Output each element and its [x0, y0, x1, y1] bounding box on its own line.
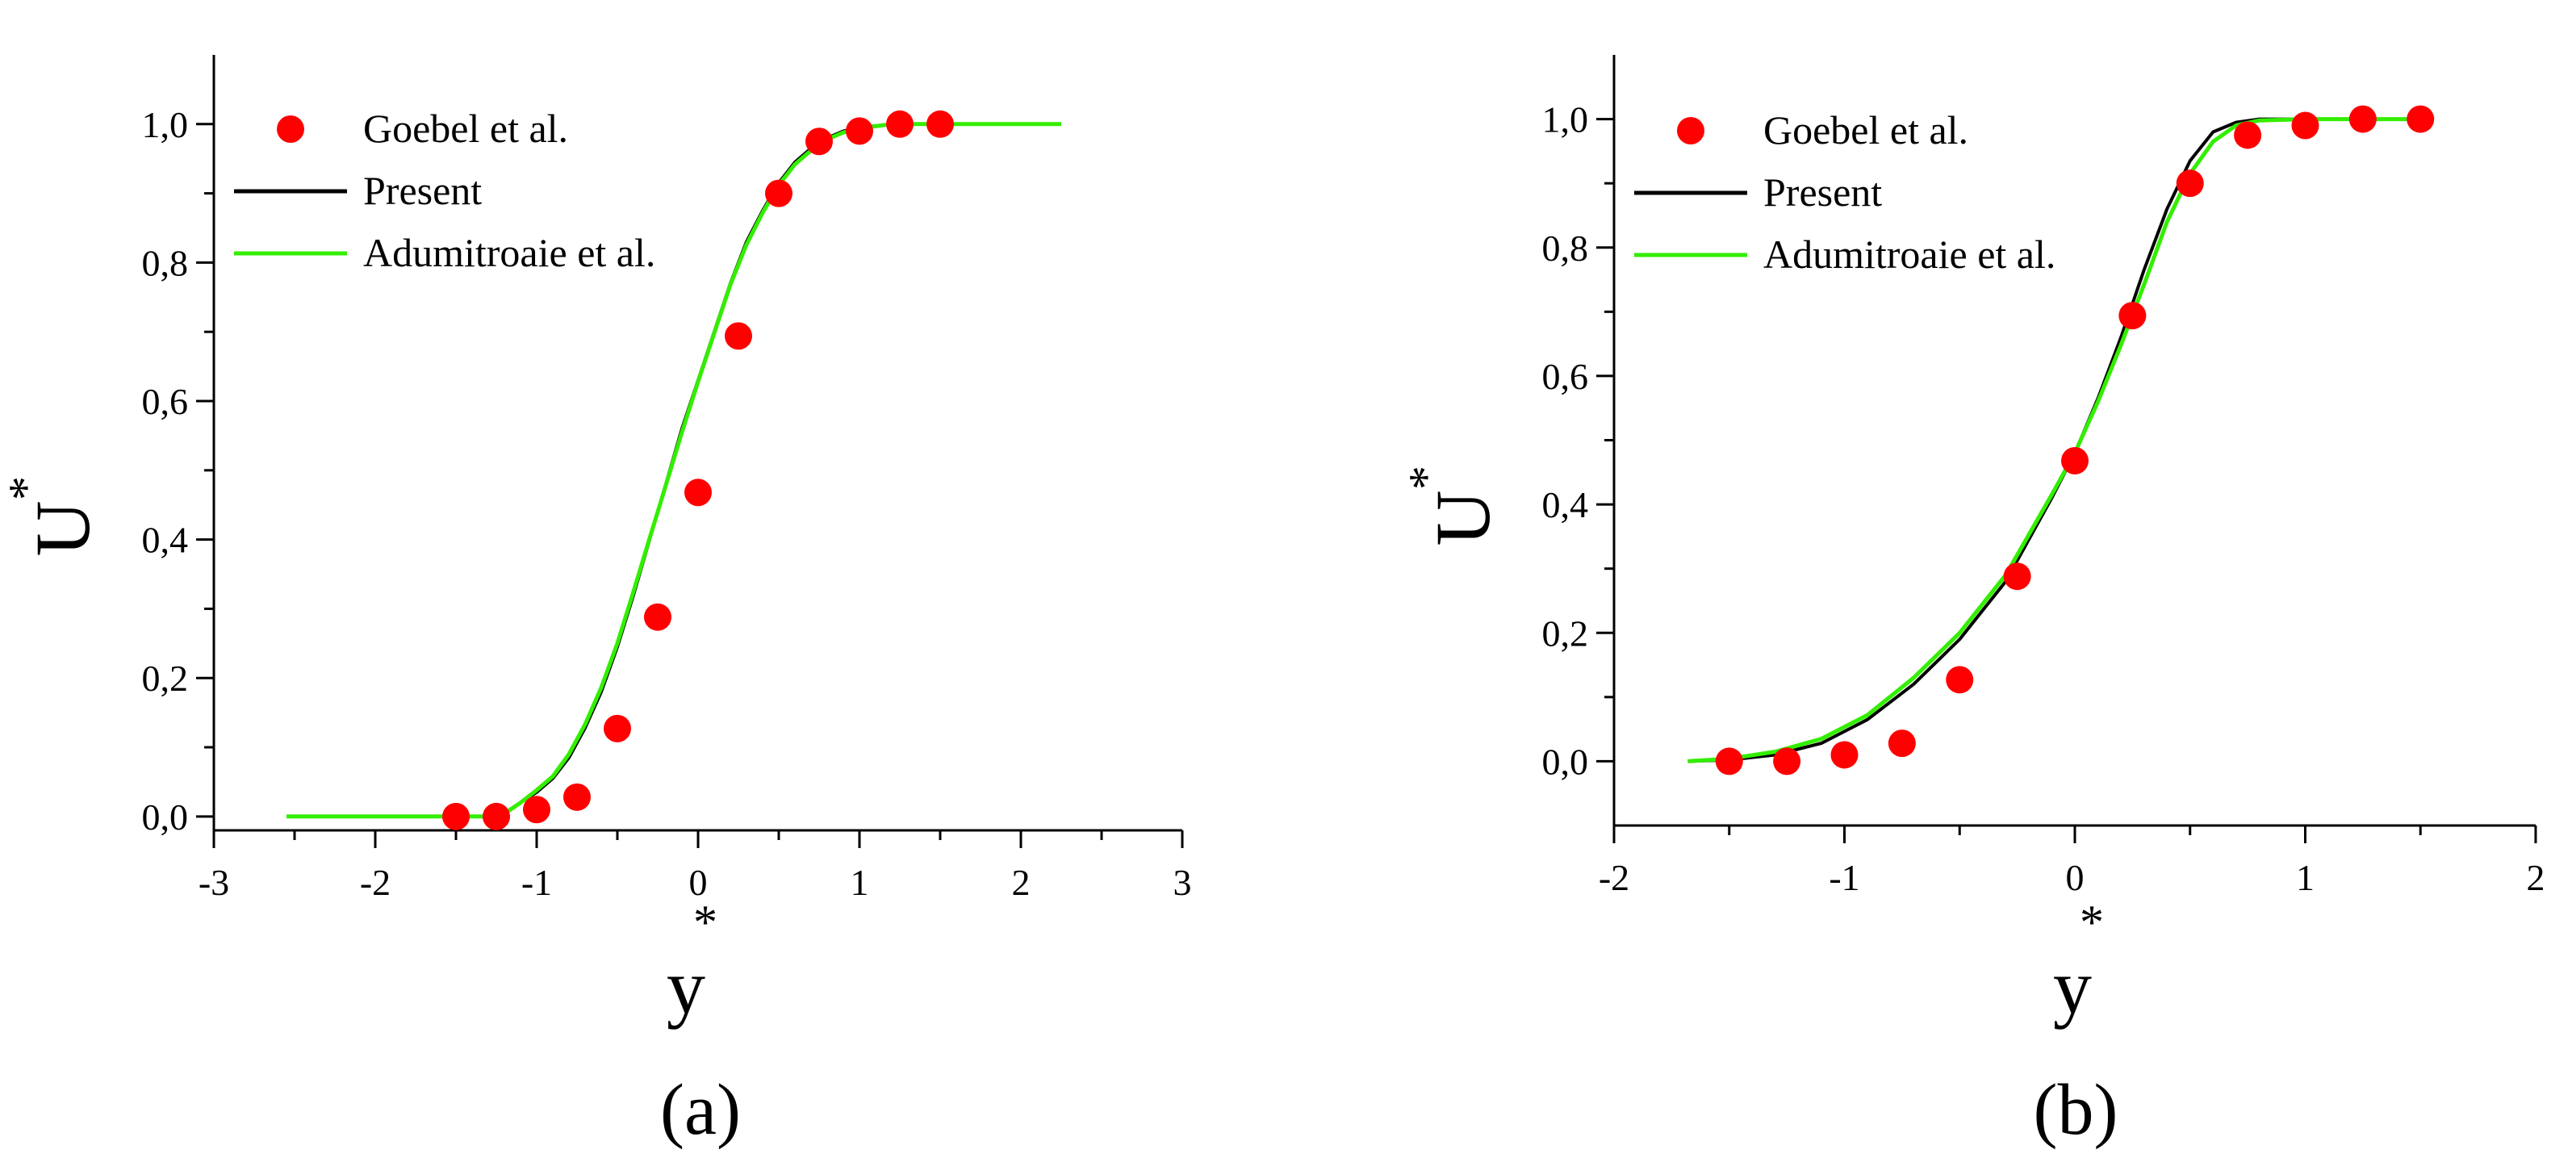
data-point [2234, 121, 2262, 149]
series-line-adumitroaie-et-al [286, 122, 1061, 819]
series-line-present [286, 122, 1061, 818]
y-tick-label: 0,4 [142, 520, 189, 561]
data-point [1715, 747, 1743, 775]
x-tick-label: -2 [1599, 857, 1629, 898]
data-point [604, 714, 631, 742]
legend-marker [277, 115, 304, 143]
x-tick-label: -1 [1829, 857, 1859, 898]
legend-label: Adumitroaie et al. [363, 230, 655, 275]
y-tick-label: 0,0 [1542, 741, 1589, 782]
panel-label-b: (b) [2034, 1070, 2118, 1150]
y-tick-label: 0,0 [142, 796, 189, 838]
data-point [2348, 105, 2377, 133]
x-tick-label: 3 [1173, 862, 1192, 903]
data-point [483, 802, 510, 830]
y-tick-label: 0,6 [1542, 356, 1589, 397]
x-tick-label: 1 [2296, 857, 2315, 898]
data-point [644, 603, 671, 631]
legend-marker [1677, 117, 1704, 144]
data-point [442, 802, 470, 830]
y-tick-label: 0,2 [1542, 612, 1589, 654]
data-point [725, 322, 752, 350]
x-tick-label: 0 [2066, 857, 2085, 898]
x-tick-label: -3 [199, 862, 229, 903]
legend-label: Adumitroaie et al. [1763, 232, 2055, 277]
x-tick-label: 2 [1012, 862, 1031, 903]
data-point [926, 110, 954, 138]
data-point [765, 179, 792, 207]
data-point [846, 117, 873, 145]
y-tick-label: 1,0 [142, 104, 189, 145]
x-tick-label: -2 [360, 862, 391, 903]
legend-label: Present [1763, 169, 1882, 215]
data-point [2291, 111, 2319, 140]
x-axis-label-superscript: * [2080, 896, 2104, 949]
panel-label-a: (a) [660, 1070, 741, 1150]
series-line-adumitroaie-et-al [1687, 117, 2421, 763]
chart-panel-b: -2 -1 0 1 2 0,0 0,2 0,4 0,6 0,8 1,0 Goebel et al. Pr… [1399, 55, 2545, 1030]
data-point [2061, 446, 2089, 474]
y-axis-label: U [1420, 490, 1506, 545]
y-tick-label: 0,8 [1542, 228, 1589, 269]
legend-label: Goebel et al. [363, 106, 568, 151]
data-point [1946, 666, 1974, 694]
y-axis-label-superscript: * [0, 476, 52, 500]
x-axis-label: y [667, 943, 705, 1030]
data-point [1888, 729, 1916, 758]
data-point [1773, 747, 1801, 775]
x-tick-label: 1 [851, 862, 869, 903]
data-point [684, 479, 712, 507]
data-point [1830, 741, 1859, 769]
data-point [2407, 105, 2435, 133]
y-tick-label: 0,8 [142, 242, 189, 283]
data-point [805, 127, 833, 156]
legend-label: Goebel et al. [1763, 107, 1968, 153]
x-axis-label: y [2053, 943, 2092, 1030]
x-axis-label-superscript: * [693, 896, 717, 949]
y-axis-label-superscript: * [1399, 466, 1453, 490]
legend-label: Present [363, 168, 482, 213]
data-point [2003, 562, 2031, 591]
data-point [2176, 169, 2204, 198]
chart-panel-a: -3 -2 -1 0 1 2 3 0,0 0,2 0,4 0,6 0,8 1,0 Goebel et al… [0, 55, 1192, 1030]
legend: Goebel et al. Present Adumitroaie et al. [1634, 107, 2055, 277]
series-line-present [1687, 117, 2421, 763]
data-point [563, 783, 591, 811]
data-point [886, 110, 914, 138]
legend: Goebel et al. Present Adumitroaie et al. [234, 106, 655, 275]
data-point [523, 796, 550, 824]
x-tick-label: -1 [521, 862, 552, 903]
y-tick-label: 0,2 [142, 658, 189, 699]
x-tick-label: 0 [689, 862, 708, 903]
y-tick-label: 1,0 [1542, 99, 1589, 140]
data-point [2118, 302, 2147, 330]
y-tick-label: 0,6 [142, 381, 189, 422]
y-axis-label: U [19, 500, 106, 556]
y-tick-label: 0,4 [1542, 484, 1589, 525]
x-tick-label: 2 [2527, 857, 2545, 898]
